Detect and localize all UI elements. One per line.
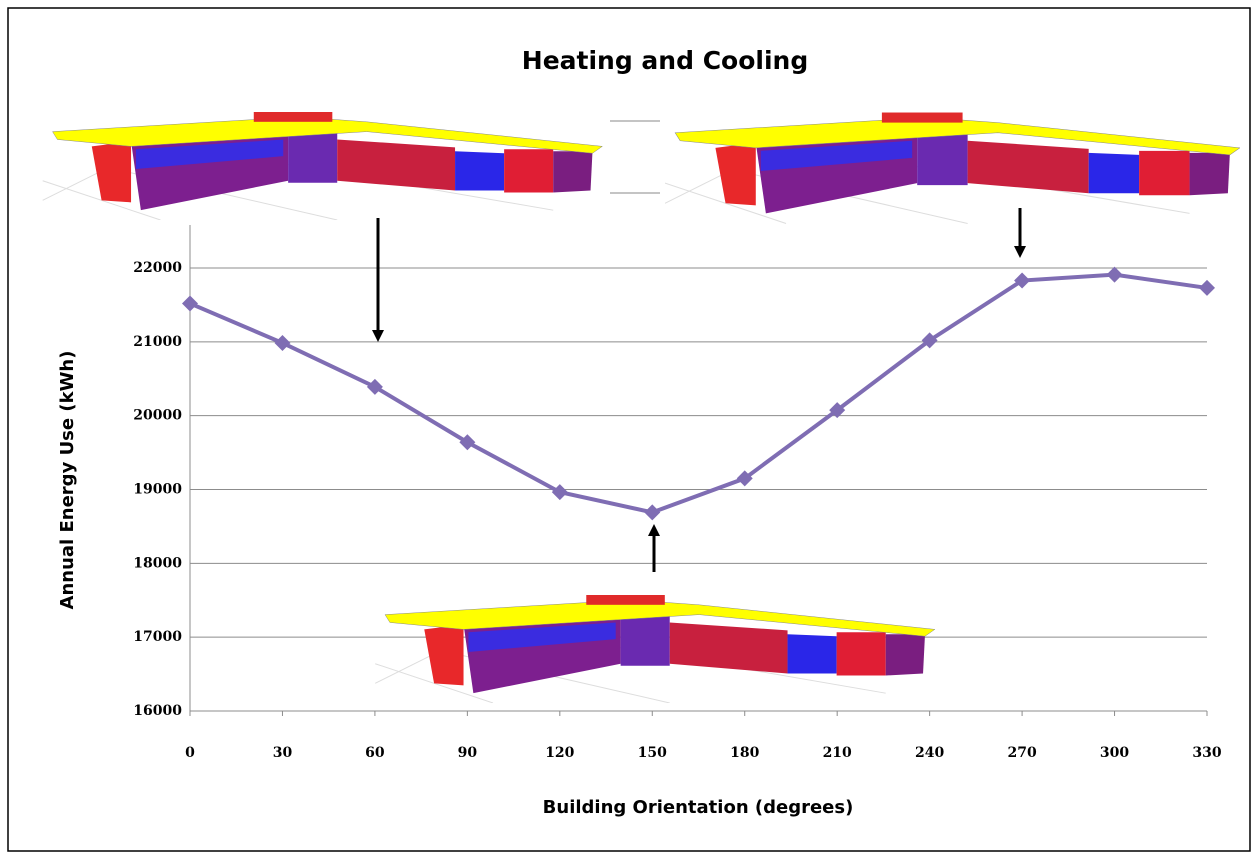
x-tick-label: 0 [185, 745, 195, 761]
y-axis-label: Annual Energy Use (kWh) [57, 351, 78, 610]
y-tick-label: 18000 [133, 555, 182, 571]
data-point [1107, 267, 1123, 283]
building-image [43, 112, 603, 220]
y-tick-label: 22000 [133, 260, 182, 276]
x-tick-label: 180 [730, 745, 759, 761]
data-point [644, 504, 660, 520]
x-tick-label: 270 [1007, 745, 1036, 761]
x-tick-label: 120 [545, 745, 574, 761]
y-tick-label: 21000 [133, 334, 182, 350]
x-tick-label: 210 [823, 745, 852, 761]
x-tick-label: 150 [638, 745, 667, 761]
building-image [375, 595, 935, 703]
x-tick-label: 240 [915, 745, 944, 761]
y-tick-label: 16000 [133, 703, 182, 719]
data-point [182, 295, 198, 311]
chart: 16000 17000 18000 19000 20000 21000 22000 0 30 60… [0, 0, 1255, 857]
x-tick-label: 30 [273, 745, 293, 761]
plot [182, 267, 1215, 521]
grid: 16000 17000 18000 19000 20000 21000 22000 0 30 60… [133, 225, 1222, 761]
chart-title: Heating and Cooling [522, 46, 808, 75]
x-axis-label: Building Orientation (degrees) [543, 797, 854, 818]
y-tick-label: 20000 [133, 408, 182, 424]
x-tick-label: 60 [365, 745, 385, 761]
data-point [1199, 280, 1215, 296]
x-tick-label: 330 [1192, 745, 1221, 761]
data-line [190, 275, 1207, 513]
y-tick-label: 17000 [133, 629, 182, 645]
data-point [552, 484, 568, 500]
arrows [378, 208, 1020, 572]
data-point [274, 335, 290, 351]
building-image [665, 113, 1240, 224]
y-tick-label: 19000 [133, 482, 182, 498]
x-tick-label: 90 [458, 745, 478, 761]
x-tick-label: 300 [1100, 745, 1129, 761]
building-images [43, 112, 1240, 703]
